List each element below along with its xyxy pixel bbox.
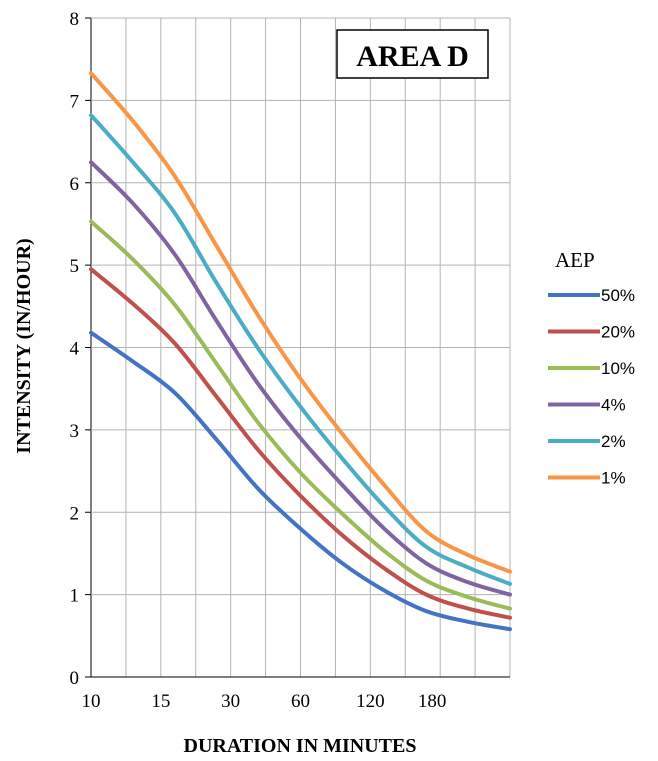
legend-label: 1% — [601, 469, 626, 488]
y-tick-label: 7 — [70, 91, 80, 112]
series-line — [89, 113, 512, 586]
legend-title: AEP — [555, 248, 595, 272]
series-line — [89, 71, 512, 574]
legend-label: 2% — [601, 432, 626, 451]
legend: AEP 50% 20% 10% 4% 2% 1% — [548, 248, 635, 488]
series-line — [89, 160, 512, 597]
series-line — [89, 267, 512, 620]
x-tick-label: 30 — [221, 691, 240, 712]
x-tick-label: 120 — [356, 691, 385, 712]
title-box — [336, 29, 489, 79]
x-tick-label: 10 — [82, 691, 101, 712]
y-axis-title: INTENSITY (IN/HOUR) — [13, 238, 35, 453]
series-line — [89, 219, 512, 611]
legend-label: 20% — [601, 323, 635, 342]
x-tick-label: 60 — [291, 691, 310, 712]
x-tick-label: 180 — [418, 691, 447, 712]
y-tick-label: 5 — [70, 256, 80, 277]
y-tick-label: 2 — [70, 503, 80, 524]
chart-title: AREA D — [356, 40, 469, 73]
y-tick-label: 3 — [70, 421, 80, 442]
x-axis-title: DURATION IN MINUTES — [184, 735, 417, 757]
title-badge: AREA D — [336, 29, 489, 79]
series-lines — [89, 71, 512, 632]
grid — [90, 17, 511, 678]
y-tick-label: 1 — [70, 586, 80, 607]
legend-label: 50% — [601, 286, 635, 305]
legend-label: 4% — [601, 396, 626, 415]
legend-label: 10% — [601, 359, 635, 378]
y-tick-label: 8 — [70, 9, 80, 30]
x-tick-label: 15 — [151, 691, 170, 712]
x-axis-ticks: 10 15 30 60 120 180 — [82, 691, 447, 712]
y-axis-ticks: 0 1 2 3 4 5 6 7 8 — [70, 9, 91, 689]
y-tick-label: 4 — [70, 339, 80, 360]
series-line — [89, 330, 512, 632]
y-tick-label: 0 — [70, 668, 80, 689]
y-tick-label: 6 — [70, 174, 80, 195]
